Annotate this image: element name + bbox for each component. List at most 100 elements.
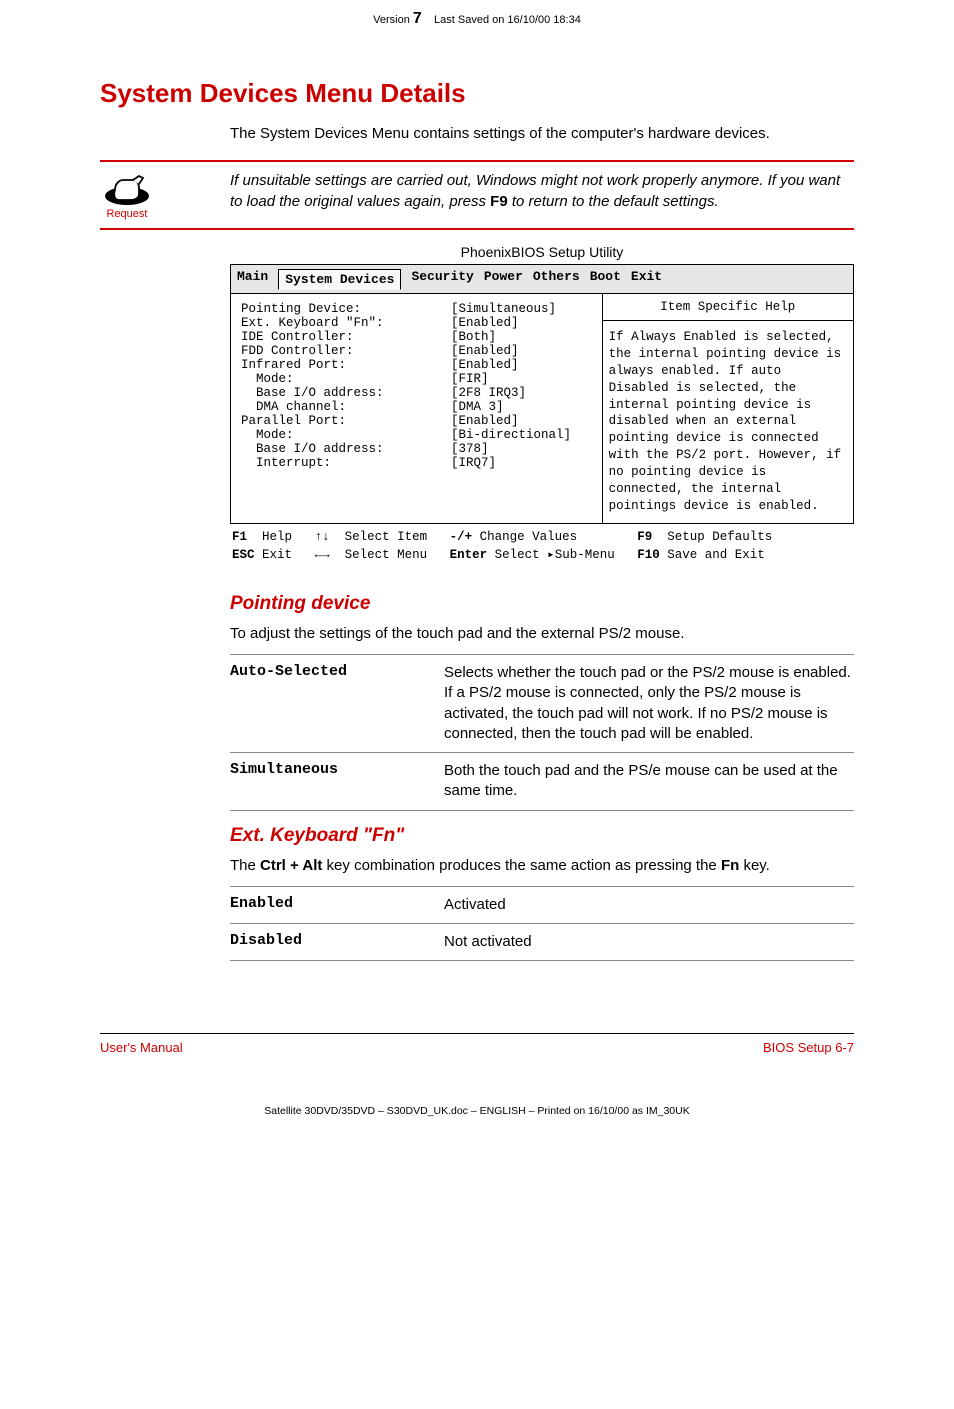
- esc-key: ESC: [232, 548, 255, 562]
- request-icon-wrap: Request: [100, 170, 154, 220]
- f9-key: F9: [637, 530, 652, 544]
- ext-keyboard-intro: The Ctrl + Alt key combination produces …: [230, 855, 854, 876]
- def-term: Enabled: [230, 895, 420, 915]
- bios-setting-row: Infrared Port:[Enabled]: [241, 358, 592, 372]
- bios-tab-security: Security: [411, 269, 473, 289]
- bios-setting-value: [DMA 3]: [451, 400, 592, 414]
- bios-tab-boot: Boot: [590, 269, 621, 289]
- bios-setting-row: IDE Controller:[Both]: [241, 330, 592, 344]
- section-intro: The System Devices Menu contains setting…: [230, 123, 854, 144]
- bios-setting-value: [Enabled]: [451, 358, 592, 372]
- bios-setting-label: FDD Controller:: [241, 344, 451, 358]
- exit: Exit: [262, 548, 292, 562]
- bios-setting-row: Mode:[Bi-directional]: [241, 428, 592, 442]
- leftright-arrows: ←→: [315, 548, 330, 562]
- bios-setting-label: Mode:: [241, 372, 451, 386]
- bios-setting-row: Base I/O address:[378]: [241, 442, 592, 456]
- ctrl-alt-key: Ctrl + Alt: [260, 857, 322, 874]
- bios-setting-label: Base I/O address:: [241, 442, 451, 456]
- pointing-table: Auto-Selected Selects whether the touch p…: [230, 654, 854, 811]
- bios-footer: F1 Help ↑↓ Select Item -/+ Change Values…: [230, 524, 854, 570]
- bios-help-body: If Always Enabled is selected, the inter…: [603, 321, 853, 523]
- bios-setting-value: [Simultaneous]: [451, 302, 592, 316]
- footer-right: BIOS Setup 6-7: [763, 1040, 854, 1055]
- note-text-after: to return to the default settings.: [508, 193, 719, 210]
- enter-key: Enter: [450, 548, 488, 562]
- pointing-intro: To adjust the settings of the touch pad …: [230, 623, 854, 644]
- page-footer: User's Manual BIOS Setup 6-7: [100, 1033, 854, 1055]
- def-row: Enabled Activated: [230, 887, 854, 924]
- doc-header: Version 7 Last Saved on 16/10/00 18:34: [0, 0, 954, 32]
- bios-tabs: Main System Devices Security Power Others Boo…: [230, 264, 854, 294]
- select-menu: Select Menu: [345, 548, 428, 562]
- bios-setting-label: Base I/O address:: [241, 386, 451, 400]
- extkb-after: key.: [739, 857, 770, 874]
- bios-setting-value: [2F8 IRQ3]: [451, 386, 592, 400]
- request-note: Request If unsuitable settings are carri…: [100, 160, 854, 230]
- plusminus-key: -/+: [450, 530, 473, 544]
- bios-screenshot: PhoenixBIOS Setup Utility Main System Dev…: [230, 244, 854, 569]
- bios-left-panel: Pointing Device:[Simultaneous]Ext. Keybo…: [231, 294, 602, 523]
- footer-left: User's Manual: [100, 1040, 183, 1055]
- bios-setting-row: Parallel Port:[Enabled]: [241, 414, 592, 428]
- bios-setting-label: Infrared Port:: [241, 358, 451, 372]
- bios-setting-row: Interrupt:[IRQ7]: [241, 456, 592, 470]
- extkb-table: Enabled Activated DisabledNot activated: [230, 886, 854, 962]
- def-term: Simultaneous: [230, 761, 420, 802]
- updown-arrows: ↑↓: [315, 530, 330, 544]
- pointing-device-title: Pointing device: [230, 593, 854, 615]
- bios-setting-value: [378]: [451, 442, 592, 456]
- bios-setting-row: DMA channel:[DMA 3]: [241, 400, 592, 414]
- def-desc: Both the touch pad and the PS/e mouse ca…: [444, 761, 854, 802]
- def-row: DisabledNot activated: [230, 924, 854, 961]
- bios-setting-label: IDE Controller:: [241, 330, 451, 344]
- bios-tab-power: Power: [484, 269, 523, 289]
- ext-keyboard-title: Ext. Keyboard "Fn": [230, 825, 854, 847]
- bios-setting-value: [IRQ7]: [451, 456, 592, 470]
- setup-defaults: Setup Defaults: [667, 530, 772, 544]
- bios-setting-label: Mode:: [241, 428, 451, 442]
- bios-tab-main: Main: [237, 269, 268, 289]
- bios-setting-label: Interrupt:: [241, 456, 451, 470]
- def-term: Auto-Selected: [230, 663, 420, 744]
- def-desc: Selects whether the touch pad or the PS/…: [444, 663, 854, 744]
- bios-setting-row: Pointing Device:[Simultaneous]: [241, 302, 592, 316]
- bios-setting-value: [FIR]: [451, 372, 592, 386]
- hand-point-icon: [103, 170, 151, 206]
- bios-setting-label: Parallel Port:: [241, 414, 451, 428]
- bios-setting-value: [Enabled]: [451, 344, 592, 358]
- change-values: Change Values: [480, 530, 578, 544]
- save-exit: Save and Exit: [667, 548, 765, 562]
- bios-setting-value: [Bi-directional]: [451, 428, 592, 442]
- select-item: Select Item: [345, 530, 428, 544]
- f1-help: Help: [262, 530, 292, 544]
- bios-setting-value: [Enabled]: [451, 414, 592, 428]
- def-row: Simultaneous Both the touch pad and the P…: [230, 753, 854, 811]
- bios-setting-label: DMA channel:: [241, 400, 451, 414]
- def-desc: Activated: [444, 895, 854, 915]
- bios-setting-row: FDD Controller:[Enabled]: [241, 344, 592, 358]
- version-number: 7: [413, 10, 422, 27]
- note-text: If unsuitable settings are carried out, …: [170, 170, 854, 212]
- def-term: Disabled: [230, 932, 420, 952]
- note-key: F9: [490, 193, 508, 210]
- bios-caption: PhoenixBIOS Setup Utility: [230, 244, 854, 260]
- bios-setting-row: Base I/O address:[2F8 IRQ3]: [241, 386, 592, 400]
- select-submenu: Select ▸Sub-Menu: [495, 548, 615, 562]
- bios-setting-row: Ext. Keyboard "Fn":[Enabled]: [241, 316, 592, 330]
- bios-setting-row: Mode:[FIR]: [241, 372, 592, 386]
- bios-setting-label: Pointing Device:: [241, 302, 451, 316]
- doc-footer: Satellite 30DVD/35DVD – S30DVD_UK.doc – …: [0, 1105, 954, 1137]
- version-prefix: Version: [373, 14, 410, 26]
- extkb-before: The: [230, 857, 260, 874]
- section-title: System Devices Menu Details: [100, 78, 854, 109]
- def-row: Auto-Selected Selects whether the touch p…: [230, 655, 854, 753]
- bios-tab-others: Others: [533, 269, 580, 289]
- extkb-mid: key combination produces the same action…: [322, 857, 721, 874]
- bios-setting-value: [Both]: [451, 330, 592, 344]
- f10-key: F10: [637, 548, 660, 562]
- bios-tab-system-devices: System Devices: [278, 269, 401, 290]
- bios-help-head: Item Specific Help: [603, 294, 853, 321]
- saved-on: Last Saved on 16/10/00 18:34: [434, 14, 581, 26]
- fn-key: Fn: [721, 857, 739, 874]
